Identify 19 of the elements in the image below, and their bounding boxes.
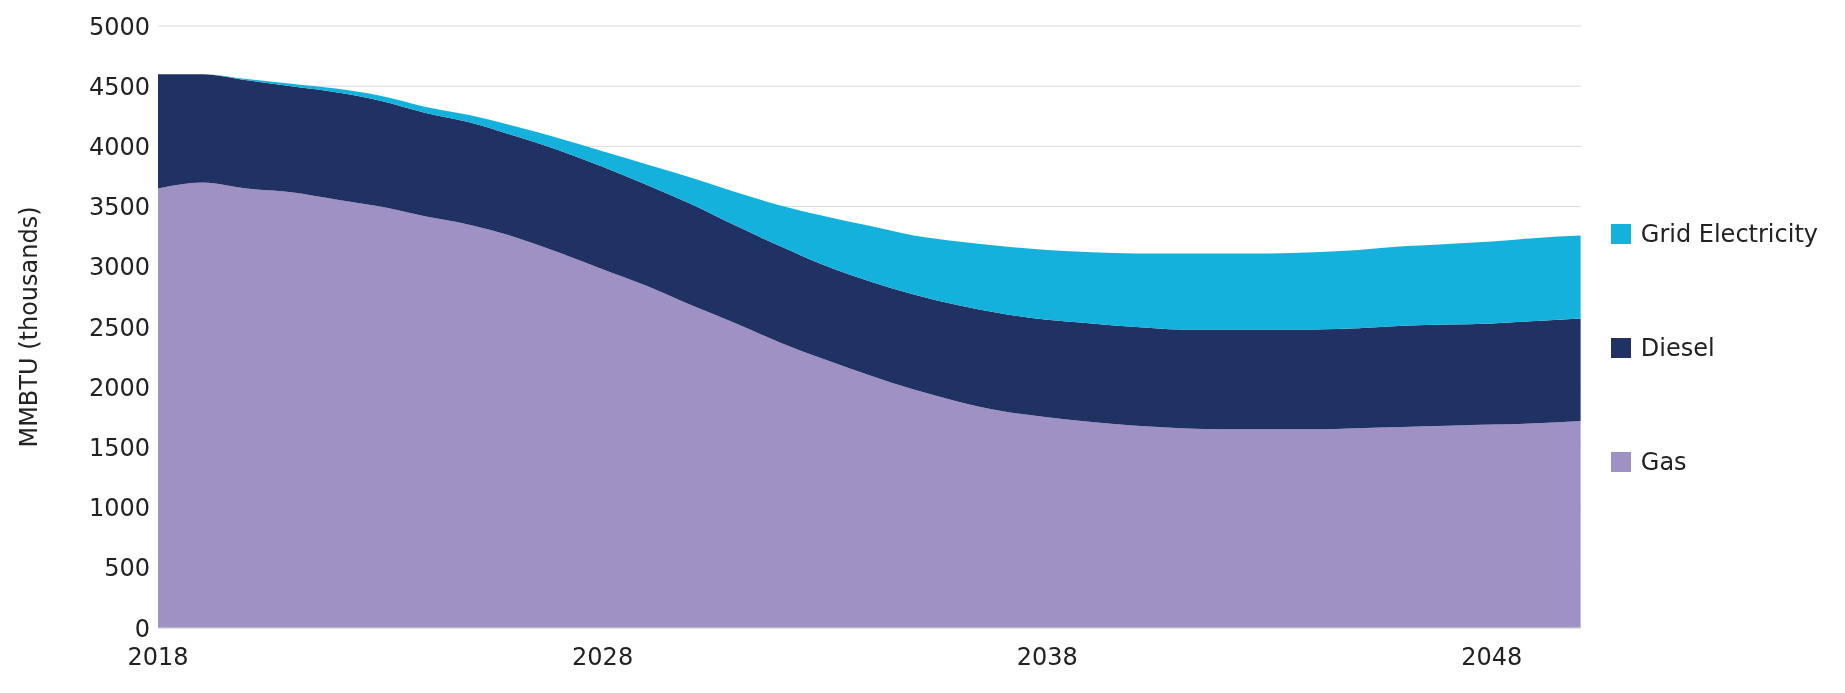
x-tick-label: 2018 [127,643,189,672]
y-tick-label: 1000 [88,494,150,523]
y-tick-label: 4000 [88,132,150,161]
y-tick-label: 500 [104,554,150,583]
legend-label: Gas [1640,448,1687,476]
legend-label: Diesel [1640,334,1715,362]
y-tick-label: 5000 [88,12,150,41]
y-tick-label: 2500 [88,313,150,342]
y-tick-label: 1500 [88,433,150,462]
y-tick-label: 3500 [88,193,150,222]
y-tick-label: 3000 [88,253,150,282]
x-tick-label: 2038 [1016,643,1078,672]
x-tick-label: 2028 [572,643,634,672]
y-tick-label: 4500 [88,72,150,101]
x-tick-label: 2048 [1461,643,1523,672]
y-tick-label: 0 [134,614,150,643]
y-axis-title: MMBTU (thousands) [14,206,43,448]
legend-label: Grid Electricity [1640,220,1818,248]
y-tick-label: 2000 [88,373,150,402]
